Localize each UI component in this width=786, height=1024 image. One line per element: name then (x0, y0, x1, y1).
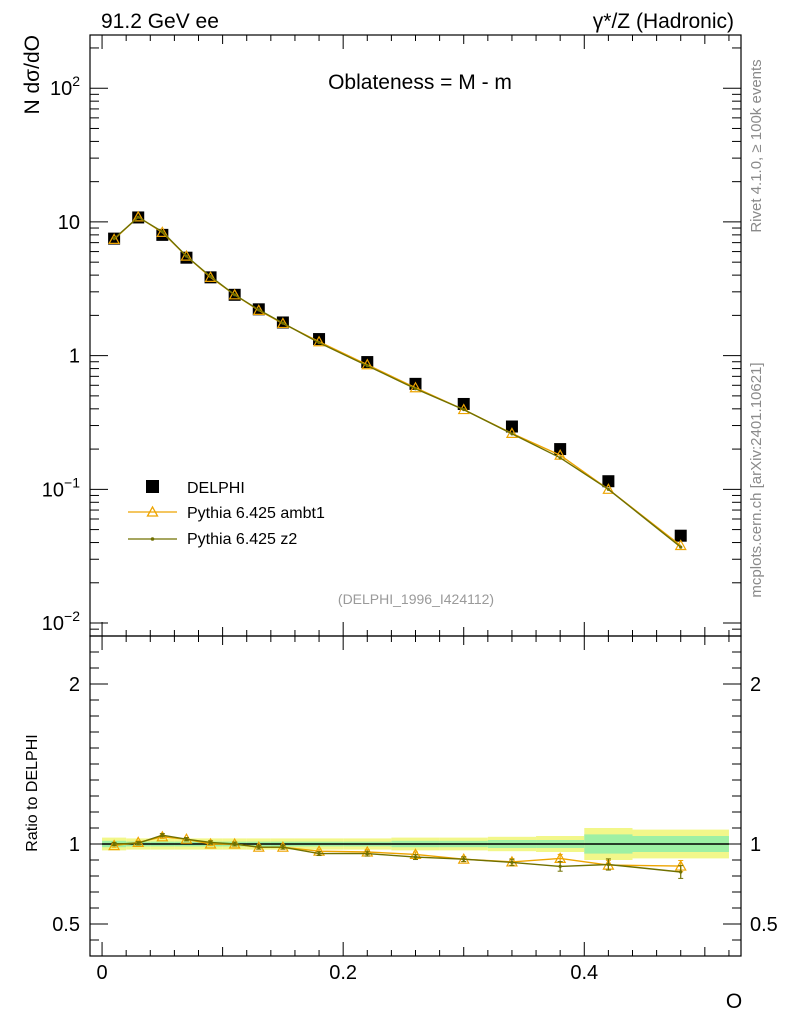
z2-ratio-point (208, 840, 213, 845)
z2-ratio-point (112, 842, 116, 846)
z2-ratio-point (233, 842, 237, 846)
z2-ratio-point (281, 845, 285, 849)
legend-label-delphi: DELPHI (187, 480, 245, 497)
z2-point (510, 432, 514, 436)
delphi-data-point (674, 529, 687, 542)
z2-point (317, 341, 321, 345)
z2-point (679, 545, 683, 549)
ambt1-point (132, 210, 145, 222)
mcplots-label: mcplots.cern.ch [arXiv:2401.10621] (748, 362, 765, 597)
z2-ratio-point (365, 852, 369, 856)
analysis-id-label: (DELPHI_1996_I424112) (338, 591, 494, 607)
z2-point (233, 293, 237, 297)
legend-marker-z2 (150, 537, 155, 541)
z2-ratio-point (413, 855, 418, 859)
ambt1-ratio-line (114, 836, 681, 867)
legend-marker-ambt1 (146, 505, 159, 517)
z2-point (112, 237, 116, 241)
legend: DELPHI Pythia 6.425 ambt1 Pythia 6.425 z… (128, 480, 325, 548)
header-energy-label: 91.2 GeV ee (101, 10, 219, 33)
z2-ratio-point (160, 833, 164, 837)
z2-ratio-point (606, 862, 610, 867)
z2-point (413, 387, 418, 391)
x-tick-label: 0 (96, 962, 107, 984)
z2-point (281, 321, 285, 325)
ratio-y-tick-label: 2 (69, 674, 80, 696)
z2-ratio-point (317, 852, 321, 856)
legend-label-ambt1: Pythia 6.425 ambt1 (187, 505, 325, 522)
z2-ratio-point (257, 845, 261, 849)
ambt1-point (156, 226, 169, 237)
plot-title: Oblateness = M - m (328, 71, 512, 94)
delphi-data-point (602, 475, 615, 488)
z2-point (558, 456, 562, 460)
ratio-plot-marks (108, 830, 687, 879)
ambt1-point (108, 233, 121, 245)
z2-point (208, 274, 213, 279)
ambt1-point (180, 249, 193, 261)
main-plot-panel: 10−2 10−1 1 10 102 Oblateness = M - m (DELPH… (21, 34, 742, 637)
legend-marker-delphi (146, 480, 159, 493)
legend-label-z2: Pythia 6.425 z2 (187, 531, 297, 548)
y-tick-label: 10−1 (42, 474, 80, 501)
main-plot-marks (108, 210, 687, 551)
header-process-label: γ*/Z (Hadronic) (593, 10, 734, 33)
ambt1-point (602, 483, 615, 494)
ratio-y-tick-label: 0.5 (52, 914, 80, 936)
y-tick-label: 1 (69, 346, 80, 368)
main-axis-ticks: 10−2 10−1 1 10 102 (42, 35, 741, 637)
z2-ratio-point (558, 864, 562, 869)
ambt1-point (276, 317, 289, 329)
ratio-y-axis-label: Ratio to DELPHI (24, 734, 41, 851)
x-tick-label: 0.4 (570, 962, 598, 984)
ambt1-point (228, 288, 241, 300)
delphi-data-point (505, 420, 518, 433)
z2-line (113, 216, 682, 548)
ratio-y-tick-label-right: 1 (750, 834, 761, 856)
ratio-axis-ticks: 0.5 0.5 1 1 2 2 (52, 635, 778, 957)
z2-point (462, 407, 466, 412)
y-tick-label: 10−2 (42, 608, 80, 635)
ratio-y-tick-label: 1 (69, 834, 80, 856)
ambt1-point (204, 271, 217, 282)
z2-point (606, 487, 610, 491)
ratio-y-tick-label-right: 0.5 (750, 914, 778, 936)
z2-ratio-point (184, 837, 189, 841)
z2-point (365, 364, 369, 368)
x-tick-label: 0.2 (329, 962, 357, 984)
ambt1-point (252, 304, 265, 315)
ratio-y-tick-label-right: 2 (750, 674, 761, 696)
z2-ratio-point (462, 857, 466, 861)
rivet-version-label: Rivet 4.1.0, ≥ 100k events (748, 59, 765, 232)
z2-point (160, 230, 164, 234)
z2-point (257, 308, 261, 312)
z2-ratio-point (679, 870, 683, 874)
z2-ratio-point (510, 860, 514, 865)
y-tick-label: 10 (58, 212, 80, 234)
z2-point (184, 254, 189, 258)
z2-point (136, 215, 140, 219)
y-axis-label: N dσ/dO (21, 35, 44, 115)
z2-ratio-line (114, 834, 681, 873)
z2-ratio-point (136, 841, 140, 845)
ratio-plot-frame (89, 635, 742, 957)
x-axis-label: O (726, 990, 742, 1013)
ratio-plot-panel: 0.5 0.5 1 1 2 2 Ratio to DELPHI (24, 635, 778, 957)
x-axis-tick-labels: 0 0.2 0.4 (96, 962, 598, 984)
y-tick-label: 102 (50, 73, 80, 100)
